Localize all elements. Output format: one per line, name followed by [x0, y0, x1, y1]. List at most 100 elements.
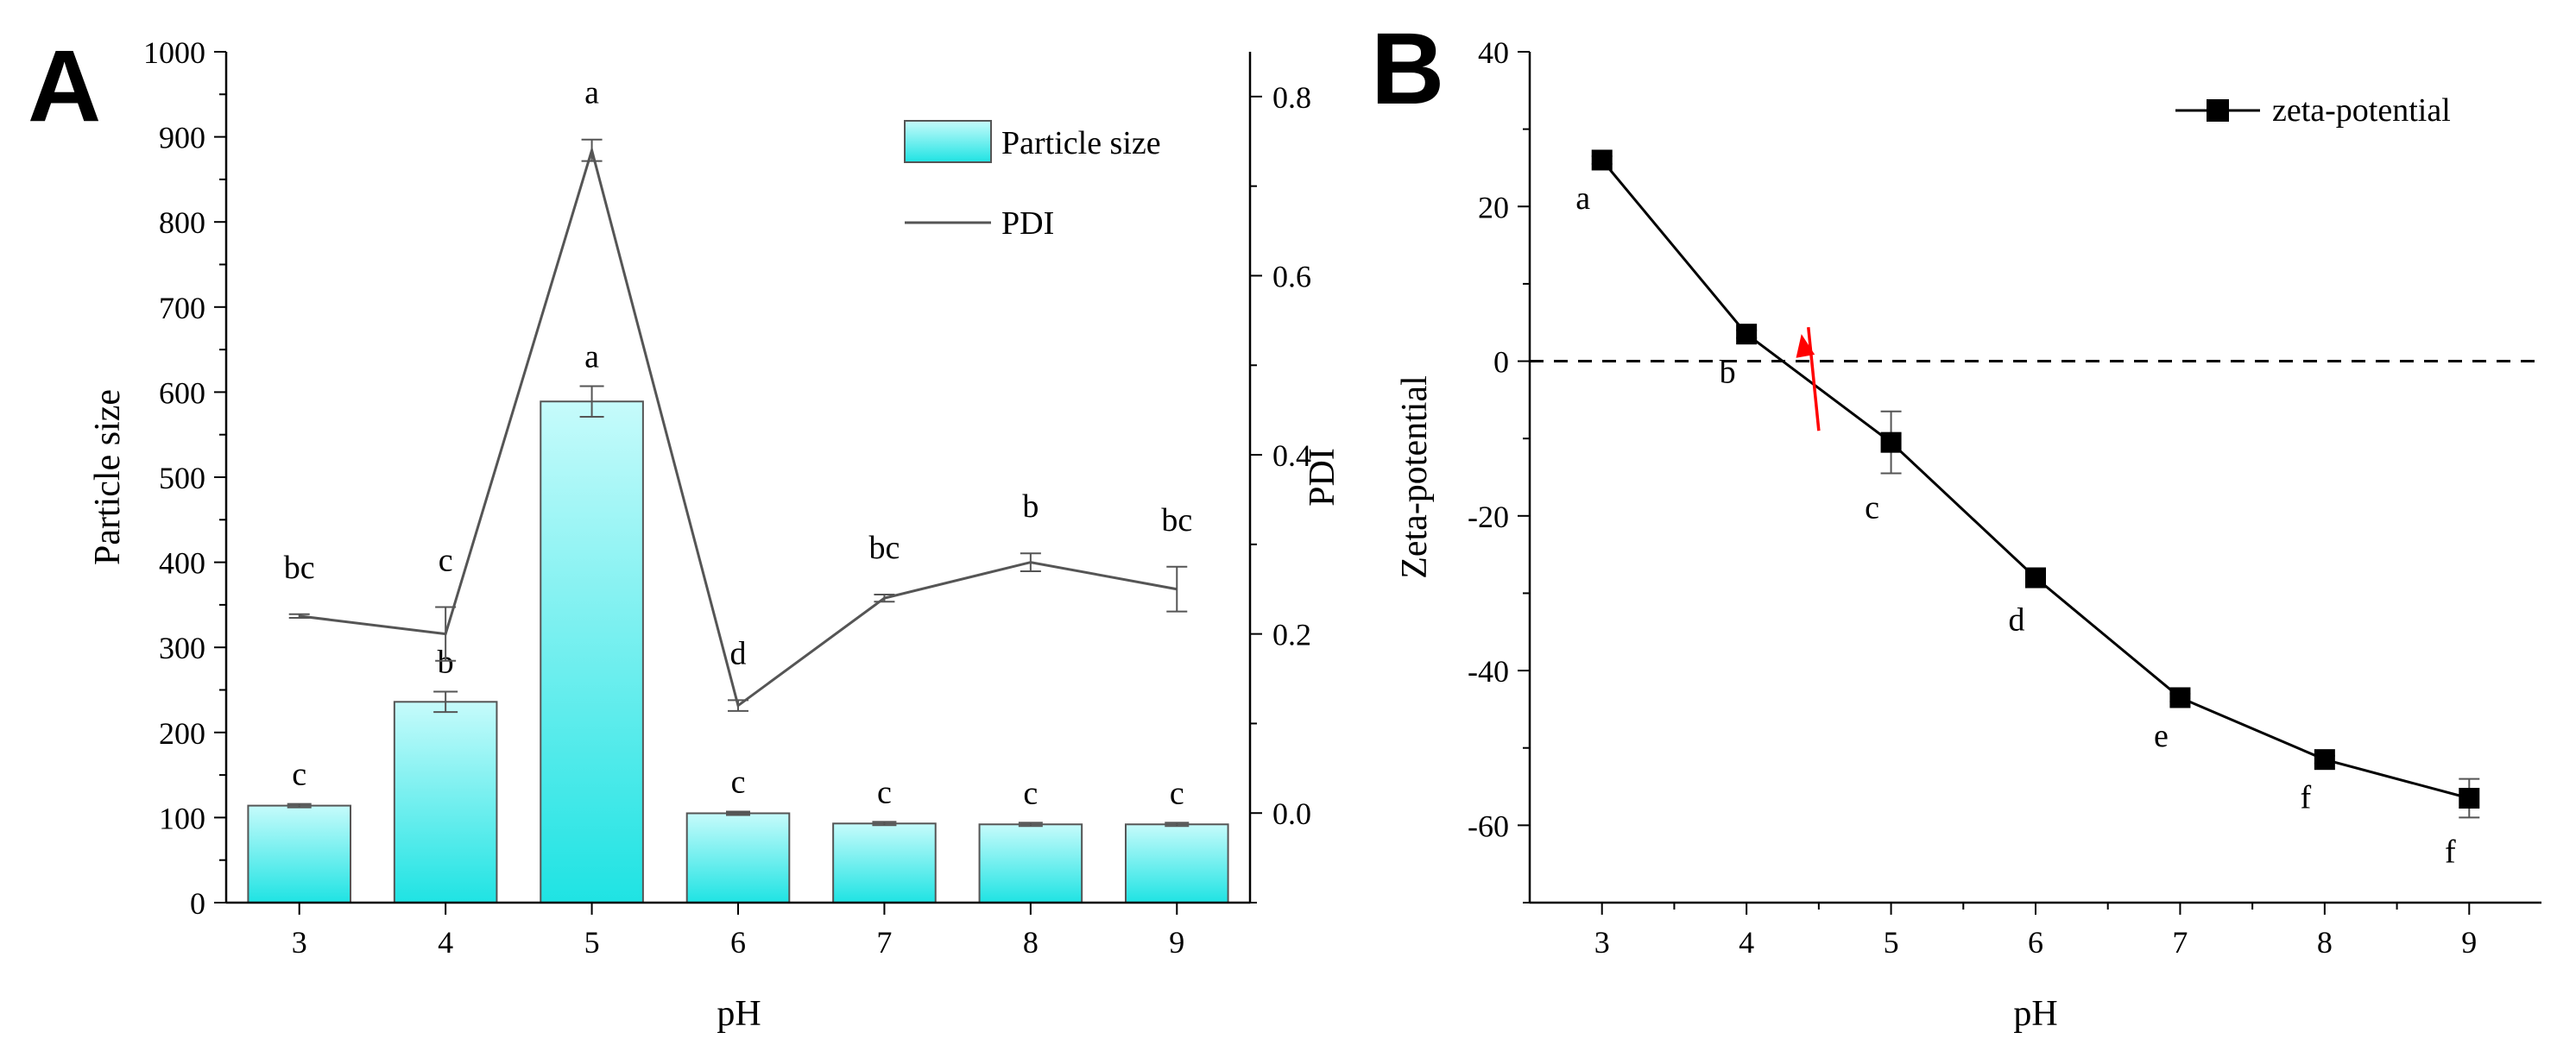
bar-error-8 [1018, 822, 1043, 828]
a-x-tick-label: 6 [730, 925, 746, 960]
a-pdi-labels: bc c a d bc b bc [284, 75, 1192, 672]
a-y-tick-label: 500 [159, 461, 205, 495]
a-x-tick-label: 9 [1169, 925, 1184, 960]
a-y-tick-label: 100 [159, 801, 205, 835]
a-y2-tick-label: 0.8 [1272, 80, 1311, 115]
b-labels: a b c d e f f [1575, 180, 2456, 870]
a-y-tick-label: 1000 [143, 35, 205, 70]
bar-4 [393, 701, 498, 904]
pdi-error-8 [1020, 552, 1041, 572]
a-y2-tick-label: 0.6 [1272, 259, 1311, 293]
zeta-label-6: d [2009, 601, 2025, 638]
a-legend: Particle size PDI [904, 120, 1161, 242]
bar-error-4 [433, 690, 458, 714]
b-legend: zeta-potential [2175, 92, 2451, 129]
a-y-tick-label: 200 [159, 716, 205, 751]
a-x-tick-label: 3 [292, 925, 307, 960]
a-y-tick-label: 0 [190, 886, 205, 921]
zeta-label-4: b [1720, 355, 1736, 391]
pdi-label-5: a [584, 75, 599, 111]
zeta-marker-9 [2459, 787, 2480, 809]
zeta-marker-6 [2025, 567, 2046, 589]
arrow-head [1796, 334, 1815, 358]
a-axes: 0 100 200 300 400 500 600 700 800 900 1000 0.0 0.2 0.… [143, 35, 1311, 960]
a-legend-line-label: PDI [1001, 205, 1054, 242]
bar-error-5 [579, 385, 604, 418]
a-y-tick-label: 400 [159, 546, 205, 581]
a-y2-tick-label: 0.0 [1272, 796, 1311, 831]
a-y2-tick-label: 0.2 [1272, 618, 1311, 652]
b-y-tick-label: -20 [1468, 500, 1509, 534]
b-x-axis-label: pH [2013, 994, 2057, 1034]
a-y-tick-label: 800 [159, 205, 205, 240]
zeta-label-7: e [2154, 718, 2169, 754]
pdi-label-7: bc [868, 530, 900, 566]
b-y-tick-label: 40 [1478, 35, 1509, 70]
b-zeta-series [1601, 159, 2470, 800]
pdi-error-6 [728, 699, 748, 712]
a-bar-error-bars [287, 385, 1190, 828]
bar-label-4: b [438, 644, 454, 680]
b-x-tick-label: 8 [2317, 925, 2333, 960]
a-x-tick-label: 7 [876, 925, 892, 960]
bar-7 [832, 822, 937, 903]
arrow-shaft [1807, 326, 1821, 431]
a-x-tick-label: 5 [584, 925, 600, 960]
a-x-tick-label: 8 [1023, 925, 1039, 960]
bar-error-3 [287, 803, 312, 809]
b-axes: -60 -40 -20 0 20 40 3 4 5 6 7 8 9 [1468, 35, 2541, 960]
pdi-label-8: b [1022, 488, 1039, 525]
zeta-label-5: c [1865, 490, 1879, 526]
b-y-tick-label: 0 [1493, 345, 1509, 380]
bar-3 [247, 804, 352, 904]
bar-label-8: c [1023, 775, 1038, 811]
bar-6 [685, 812, 791, 903]
bar-label-6: c [731, 764, 746, 800]
pdi-label-6: d [730, 635, 747, 671]
bar-9 [1124, 823, 1229, 904]
b-error-bars [1591, 155, 2480, 819]
b-markers [1591, 149, 2480, 809]
bar-label-9: c [1170, 775, 1184, 811]
zeta-marker-7 [2169, 687, 2191, 708]
b-y-tick-label: -60 [1468, 809, 1509, 843]
panel-b-chart: a b c d e f f -60 -40 -20 0 20 40 3 4 5 6 7 8 9 zeta-poten… [1395, 35, 2541, 1034]
b-arrow-annotation [1796, 326, 1821, 431]
a-y2-axis-label: PDI [1303, 448, 1342, 507]
a-y-axis-label: Particle size [88, 389, 128, 565]
panel-b-letter: B [1371, 12, 1444, 126]
b-legend-label: zeta-potential [2272, 92, 2451, 129]
zeta-marker-8 [2314, 749, 2335, 771]
a-y-tick-label: 700 [159, 291, 205, 325]
a-pdi-error-bars [288, 138, 1188, 712]
a-x-tick-label: 4 [438, 925, 453, 960]
a-legend-bar-swatch [904, 120, 992, 163]
b-x-tick-label: 9 [2461, 925, 2477, 960]
a-y-tick-label: 600 [159, 375, 205, 410]
pdi-error-9 [1166, 565, 1188, 613]
bar-label-7: c [877, 774, 892, 810]
b-y-axis-label: Zeta-potential [1395, 375, 1435, 579]
b-y-tick-label: -40 [1468, 654, 1509, 689]
pdi-error-4 [435, 606, 457, 662]
a-legend-bar-label: Particle size [1001, 125, 1161, 161]
a-bar-labels: c b a c c c c [292, 338, 1184, 811]
zeta-label-9: f [2445, 834, 2456, 870]
bar-8 [978, 823, 1083, 904]
b-x-tick-label: 7 [2172, 925, 2188, 960]
b-x-tick-label: 4 [1739, 925, 1754, 960]
pdi-label-9: bc [1161, 502, 1192, 538]
bar-error-9 [1165, 822, 1190, 828]
panel-a-letter: A [28, 29, 101, 143]
b-x-tick-label: 6 [2028, 925, 2043, 960]
zeta-label-3: a [1575, 180, 1590, 217]
bar-label-5: a [584, 338, 599, 375]
b-x-tick-label: 5 [1884, 925, 1899, 960]
bar-5 [540, 400, 644, 904]
a-y2-tick-label: 0.4 [1272, 438, 1311, 473]
zeta-line [1601, 159, 2470, 800]
a-x-axis-label: pH [717, 994, 761, 1034]
b-y-tick-label: 20 [1478, 190, 1509, 224]
